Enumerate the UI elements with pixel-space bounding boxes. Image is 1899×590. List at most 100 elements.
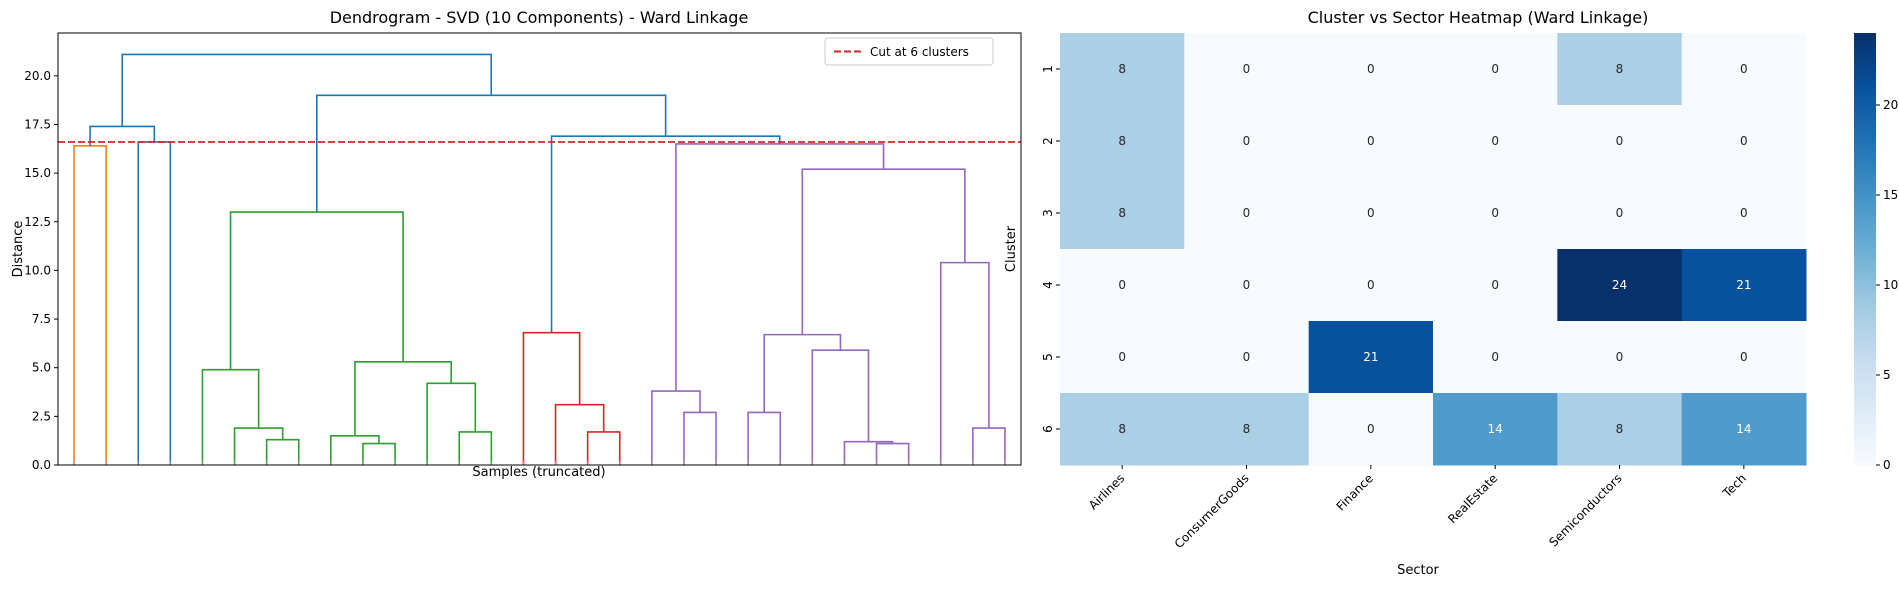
heatmap-cell-r3-Tech	[1681, 177, 1807, 250]
dendrogram-ytick-label-1: 2.5	[32, 409, 51, 423]
dendrogram-link-26	[550, 135, 781, 333]
dendrogram-link-6	[362, 442, 396, 465]
heatmap-cell-value-r1-ConsumerGoods: 0	[1243, 62, 1251, 76]
heatmap-ytick-label-2: 3	[1041, 209, 1055, 217]
heatmap-cell-r3-Airlines	[1060, 177, 1185, 250]
dendrogram-ytick-label-7: 17.5	[24, 117, 51, 131]
dendrogram-link-7	[330, 435, 380, 465]
heatmap-cell-r6-Tech	[1681, 393, 1807, 466]
heatmap-cell-value-r5-Finance: 21	[1363, 350, 1378, 364]
dendrogram-leaf-ticks	[73, 461, 1006, 465]
heatmap-cell-r3-RealEstate	[1433, 177, 1558, 250]
heatmap-cell-r5-Airlines	[1060, 321, 1185, 394]
dendrogram-ytick-label-5: 12.5	[24, 215, 51, 229]
heatmap-cell-r5-Tech	[1681, 321, 1807, 394]
dendrogram-link-5	[201, 368, 260, 465]
heatmap-cell-value-r2-RealEstate: 0	[1491, 134, 1499, 148]
dendrogram-link-3	[265, 438, 300, 465]
heatmap-cell-r6-ConsumerGoods	[1184, 393, 1310, 466]
dendrogram-link-1	[137, 141, 172, 465]
dendrogram-link-9	[426, 382, 477, 465]
heatmap-cell-r4-Airlines	[1060, 249, 1185, 322]
heatmap-cell-value-r4-Semiconductors: 24	[1612, 278, 1627, 292]
dendrogram-link-8	[458, 431, 493, 465]
dendrogram-y-ticks: 0.0 2.5 5.0 7.5 10.0 12.5 15.0 17.5 20.0	[24, 69, 58, 472]
heatmap-xtick-label-5: Tech	[1719, 471, 1749, 501]
heatmap-xtick-label-3: RealEstate	[1445, 471, 1500, 526]
heatmap-chart: Cluster vs Sector Heatmap (Ward Linkage)…	[1004, 8, 1898, 578]
heatmap-cell-value-r2-Tech: 0	[1740, 134, 1748, 148]
heatmap-cell-r6-Semiconductors	[1557, 393, 1683, 466]
heatmap-cell-r3-ConsumerGoods	[1184, 177, 1310, 250]
heatmap-xtick-label-1: ConsumerGoods	[1172, 471, 1252, 551]
heatmap-ytick-label-5: 6	[1041, 425, 1055, 433]
legend-cut-label: Cut at 6 clusters	[870, 45, 969, 59]
heatmap-y-ticks: 1 2 3 4 5 6	[1041, 65, 1060, 433]
dendrogram-link-12	[586, 431, 621, 465]
heatmap-ytick-label-4: 5	[1041, 353, 1055, 361]
dendrogram-link-4	[233, 427, 284, 465]
heatmap-cell-value-r6-Finance: 0	[1367, 422, 1375, 436]
heatmap-cell-r4-Tech	[1681, 249, 1807, 322]
dendrogram-link-21	[763, 333, 842, 413]
dendrogram-ytick-label-6: 15.0	[24, 166, 51, 180]
heatmap-cell-value-r3-RealEstate: 0	[1491, 206, 1499, 220]
heatmap-cell-r4-Semiconductors	[1557, 249, 1683, 322]
heatmap-cell-r6-Airlines	[1060, 393, 1185, 466]
dendrogram-link-20	[811, 349, 870, 465]
heatmap-cell-r4-Finance	[1308, 249, 1434, 322]
heatmap-cell-r3-Finance	[1308, 177, 1434, 250]
heatmap-cell-value-r2-Airlines: 8	[1118, 134, 1126, 148]
heatmap-cells: 8 0 0 0 8 0 8 0 0 0 0 0 8 0 0 0 0 0 0 0 0 0 24 21 0 0 21 0 0 0 8 8 0 14 8 1…	[1060, 33, 1807, 466]
heatmap-cell-r2-Tech	[1681, 105, 1807, 178]
colorbar-tick-label-0: 0	[1883, 458, 1891, 472]
heatmap-cell-value-r2-Finance: 0	[1367, 134, 1375, 148]
heatmap-cell-r5-RealEstate	[1433, 321, 1558, 394]
dendrogram-link-11	[229, 211, 404, 370]
heatmap-cell-r1-Tech	[1681, 33, 1807, 106]
colorbar	[1854, 33, 1876, 465]
heatmap-cell-value-r4-ConsumerGoods: 0	[1243, 278, 1251, 292]
dendrogram-link-2	[89, 125, 156, 146]
heatmap-cell-value-r1-RealEstate: 0	[1491, 62, 1499, 76]
dendrogram-ytick-label-2: 5.0	[32, 361, 51, 375]
heatmap-ytick-label-0: 1	[1041, 65, 1055, 73]
heatmap-cell-value-r5-Semiconductors: 0	[1616, 350, 1624, 364]
dendrogram-x-label: Samples (truncated)	[472, 465, 605, 480]
heatmap-cell-r5-Finance	[1308, 321, 1434, 394]
heatmap-x-ticks: Airlines ConsumerGoods Finance RealEstate Se…	[1086, 465, 1749, 551]
dendrogram-link-23	[939, 261, 990, 465]
dendrogram-legend: Cut at 6 clusters	[824, 37, 994, 66]
dendrogram-link-25	[675, 143, 885, 392]
colorbar-tick-label-3: 15	[1883, 188, 1898, 202]
heatmap-ytick-label-3: 4	[1041, 281, 1055, 289]
heatmap-cell-value-r3-ConsumerGoods: 0	[1243, 206, 1251, 220]
heatmap-y-label: Cluster	[1004, 225, 1019, 272]
heatmap-ytick-label-1: 2	[1041, 137, 1055, 145]
dendrogram-link-0	[73, 145, 107, 465]
heatmap-cell-value-r2-ConsumerGoods: 0	[1243, 134, 1251, 148]
colorbar-ticks: 0 5 10 15 20	[1876, 98, 1898, 472]
heatmap-cell-value-r3-Semiconductors: 0	[1616, 206, 1624, 220]
heatmap-cell-r5-ConsumerGoods	[1184, 321, 1310, 394]
heatmap-cell-r6-Finance	[1308, 393, 1434, 466]
legend-box	[824, 37, 994, 66]
heatmap-cell-value-r4-Tech: 21	[1736, 278, 1751, 292]
heatmap-cell-value-r1-Airlines: 8	[1118, 62, 1126, 76]
colorbar-tick-label-2: 10	[1883, 278, 1898, 292]
heatmap-xtick-label-2: Finance	[1334, 471, 1376, 513]
heatmap-xtick-label-4: Semiconductors	[1546, 471, 1624, 549]
heatmap-cell-r2-Finance	[1308, 105, 1434, 178]
heatmap-cell-value-r1-Tech: 0	[1740, 62, 1748, 76]
dendrogram-link-15	[683, 411, 717, 465]
heatmap-cell-value-r4-Finance: 0	[1367, 278, 1375, 292]
heatmap-cell-value-r6-ConsumerGoods: 8	[1243, 422, 1251, 436]
heatmap-cell-value-r4-RealEstate: 0	[1491, 278, 1499, 292]
heatmap-cell-r3-Semiconductors	[1557, 177, 1683, 250]
dendrogram-ytick-label-4: 10.0	[24, 263, 51, 277]
dendrogram-y-label: Distance	[11, 221, 26, 278]
dendrogram-ytick-label-3: 7.5	[32, 312, 51, 326]
colorbar-tick-label-4: 20	[1883, 98, 1898, 112]
heatmap-cell-value-r3-Airlines: 8	[1118, 206, 1126, 220]
